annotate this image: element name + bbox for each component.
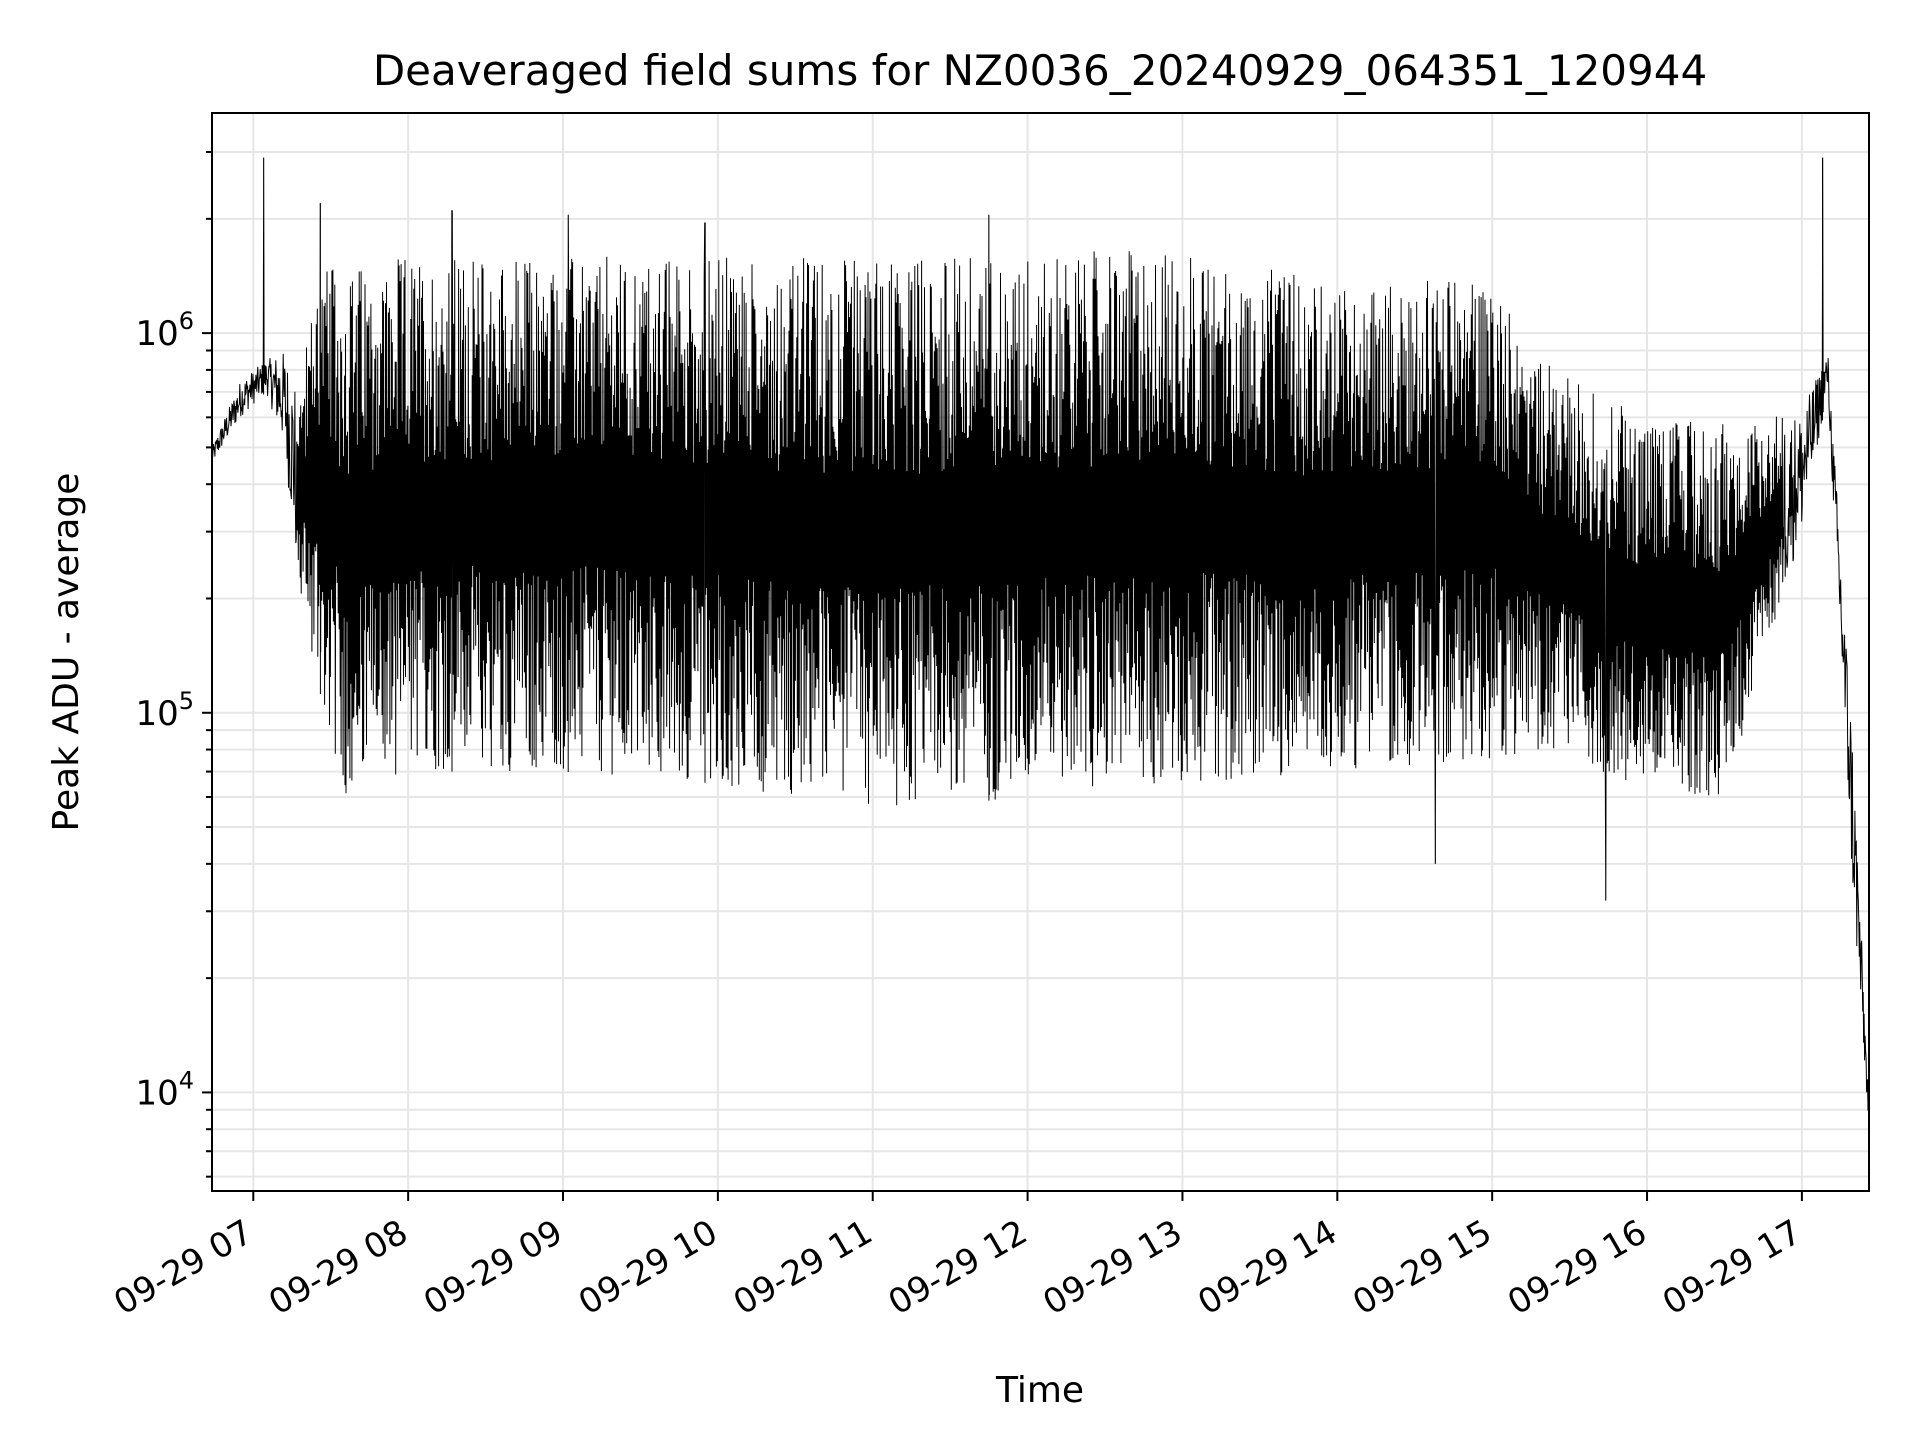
y-tick-exponent: 5 — [179, 687, 194, 715]
y-tick-label: 106 — [135, 307, 194, 354]
y-tick-exponent: 6 — [179, 307, 194, 335]
chart-title: Deaveraged field sums for NZ0036_2024092… — [373, 46, 1707, 95]
x-axis-label: Time — [995, 1370, 1084, 1411]
series-layer — [211, 157, 1870, 1116]
y-tick-label: 105 — [135, 687, 194, 734]
y-tick-base: 10 — [135, 694, 178, 734]
y-tick-base: 10 — [135, 314, 178, 354]
y-tick-exponent: 4 — [179, 1066, 194, 1094]
series-line — [211, 157, 1870, 1116]
y-axis-label: Peak ADU - average — [46, 473, 87, 832]
grid-lines — [212, 113, 1869, 1191]
plot-frame — [211, 112, 1870, 1192]
y-tick-base: 10 — [135, 1073, 178, 1113]
y-tick-label: 104 — [135, 1066, 194, 1113]
